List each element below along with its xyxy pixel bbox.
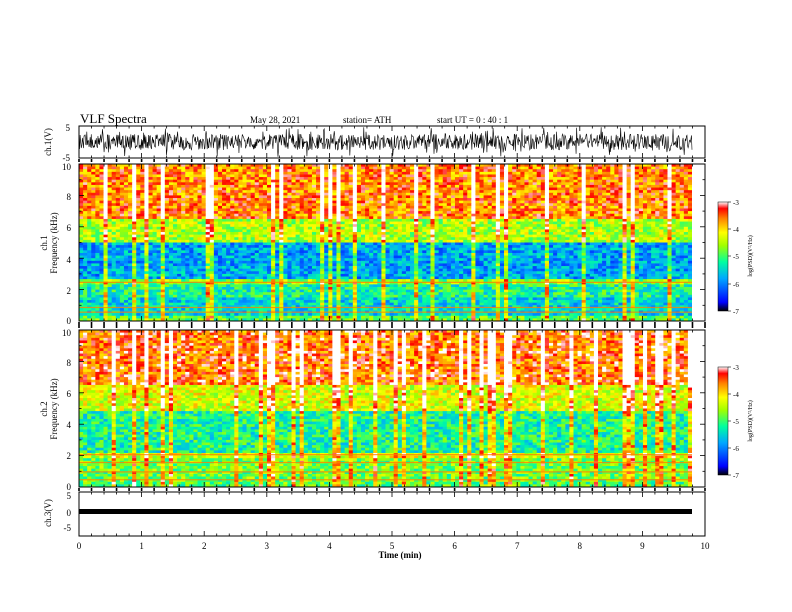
start-time-label: start UT = 0 : 40 : 1: [437, 115, 508, 125]
x-tick-9: 9: [640, 541, 645, 551]
cb2-tick-m3: -3: [733, 364, 739, 372]
ch2-ytick-6: 6: [67, 389, 72, 399]
ch3-waveform-trace: [79, 509, 692, 514]
ch3-ytick-top: 5: [67, 491, 72, 501]
cb1-label: log(PSD)(V²/Hz): [747, 235, 754, 276]
cb1-tick-m4: -4: [733, 226, 739, 234]
x-tick-marks: [78, 126, 706, 536]
panel-separator-marks: [78, 159, 706, 491]
x-tick-4: 4: [327, 541, 332, 551]
ch1-ytick-bottom: -5: [63, 153, 71, 163]
ch3-ytick-middle: 0: [67, 508, 72, 518]
station-label: station= ATH: [343, 115, 392, 125]
ch1-ytick-4: 4: [67, 255, 72, 265]
ch2-ytick-8: 8: [67, 358, 72, 368]
ch2-ytick-0: 0: [67, 482, 72, 492]
ch2-ylabel-channel: ch.2: [39, 401, 49, 416]
x-tick-2: 2: [202, 541, 207, 551]
ch2-colorbar: -3 -4 -5 -6 -7 log(PSD)(V²/Hz): [717, 364, 754, 480]
ch1-ytick-0: 0: [67, 316, 72, 326]
x-tick-10: 10: [701, 541, 711, 551]
x-tick-5: 5: [390, 541, 395, 551]
x-tick-3: 3: [265, 541, 270, 551]
ch1-ytick-8: 8: [67, 192, 72, 202]
ch2-ytick-4: 4: [67, 420, 72, 430]
ch1-ytick-top: 5: [66, 123, 71, 133]
x-tick-6: 6: [452, 541, 457, 551]
ch1-ytick-6: 6: [67, 223, 72, 233]
ch3-ytick-bottom: -5: [64, 523, 72, 533]
cb1-tick-m5: -5: [733, 253, 739, 261]
x-tick-7: 7: [515, 541, 520, 551]
ch1-colorbar: -3 -4 -5 -6 -7 log(PSD)(V²/Hz): [717, 199, 754, 316]
date-label: May 28, 2021: [250, 115, 300, 125]
ch1-spectrogram-panel: 0 2 4 6 8 10 ch.1 Frequency (kHz): [39, 162, 706, 326]
ch2-ylabel-frequency: Frequency (kHz): [49, 378, 59, 439]
ch3-waveform-panel: 5 0 -5 ch.3(V): [43, 491, 706, 537]
ch1-waveform-panel: 5 -5 ch.1(V): [43, 123, 706, 163]
cb2-tick-m7: -7: [733, 472, 739, 480]
ch1-spectrogram-image: [79, 164, 692, 321]
ch2-ytick-2: 2: [67, 451, 72, 461]
cb1-tick-m7: -7: [733, 308, 739, 316]
cb1-tick-m3: -3: [733, 199, 739, 207]
ch1-waveform-ylabel: ch.1(V): [43, 128, 53, 156]
ch1-waveform-trace: [79, 127, 693, 157]
cb1-tick-m6: -6: [733, 281, 739, 289]
x-tick-0: 0: [77, 541, 82, 551]
ch1-ytick-2: 2: [67, 286, 72, 296]
x-axis-label: Time (min): [378, 550, 421, 560]
ch2-spectrogram-panel: 0 2 4 6 8 10 ch.2 Frequency (kHz): [39, 328, 706, 492]
ch1-ylabel-frequency: Frequency (kHz): [49, 212, 59, 273]
figure-title: VLF Spectra: [80, 111, 147, 126]
x-tick-8: 8: [578, 541, 583, 551]
cb2-tick-m6: -6: [733, 445, 739, 453]
ch1-ytick-10: 10: [62, 162, 72, 172]
ch2-ytick-10: 10: [62, 328, 72, 338]
cb2-tick-m5: -5: [733, 418, 739, 426]
cb2-label: log(PSD)(V²/Hz): [747, 400, 754, 441]
ch3-waveform-ylabel: ch.3(V): [43, 499, 53, 527]
ch1-ylabel-channel: ch.1: [39, 235, 49, 250]
cb2-tick-m4: -4: [733, 391, 739, 399]
time-axis: 0 1 2 3 4 5 6 7 8 9 10 Time (min): [77, 541, 710, 560]
ch2-spectrogram-image: [79, 330, 692, 487]
x-tick-1: 1: [139, 541, 144, 551]
